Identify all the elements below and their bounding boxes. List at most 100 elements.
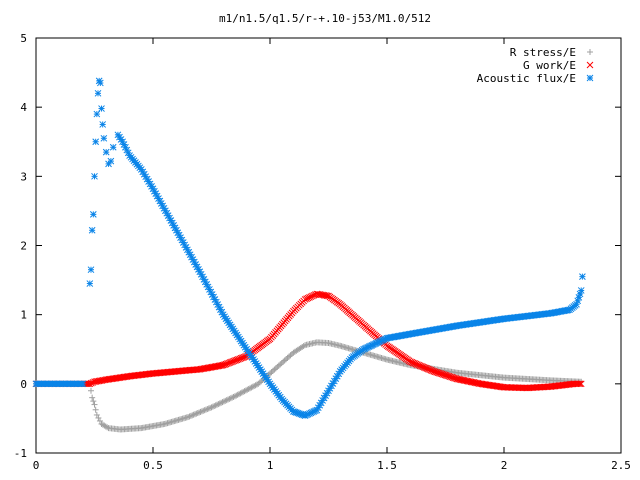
data-point [579,273,586,280]
data-point [284,354,291,361]
y-tick-label: 2 [20,240,27,253]
data-point [240,388,247,395]
data-point [245,385,252,392]
axis-ticks: 0 0.5 1 1.5 2 2.5 -1 0 1 2 3 4 5 [14,32,631,472]
data-point [222,397,229,404]
data-point [181,241,189,249]
data-point [193,410,200,417]
data-point [251,383,258,390]
data-point [79,380,87,388]
data-point [100,134,108,142]
data-point [204,406,211,413]
data-point [231,393,238,400]
data-point [107,157,115,165]
series-0 [33,339,585,433]
data-point [185,248,193,256]
data-point [267,370,273,377]
series-2 [32,77,586,420]
data-point [286,353,293,360]
data-point [283,356,290,363]
data-point [186,413,193,420]
data-point [191,411,198,418]
data-point [252,382,259,389]
data-point [194,410,201,417]
legend-label: Acoustic flux/E [477,72,576,85]
data-point [88,226,96,234]
data-point [218,399,225,406]
series-layer [32,77,586,433]
data-point [198,408,205,415]
data-point [186,251,194,259]
data-point [227,395,234,402]
data-point [244,386,251,393]
data-point [208,404,215,411]
data-point [92,406,99,413]
data-point [99,121,107,128]
data-point [207,404,214,411]
data-point [280,358,287,365]
x-tick-label: 0 [33,459,40,472]
data-point [241,388,248,395]
data-point [247,385,254,392]
chart-title: m1/n1.5/q1.5/r-+.10-j53/M1.0/512 [219,12,431,25]
data-point [217,362,224,370]
data-point [272,365,279,372]
legend-label: G work/E [523,59,576,72]
data-point [237,390,244,397]
y-tick-label: 5 [20,32,27,45]
data-point [98,105,105,112]
x-tick-label: 0.5 [143,459,163,472]
data-point [196,409,203,416]
data-point [236,391,243,398]
data-point [202,406,209,413]
data-point [189,412,196,419]
data-point [93,411,100,418]
x-tick-label: 1.5 [377,459,397,472]
data-point [89,211,97,218]
data-point [216,400,223,407]
data-point [226,395,233,402]
data-point [220,398,227,405]
data-point [93,110,101,118]
data-point [87,387,94,394]
data-point [104,424,111,431]
data-point [248,384,255,391]
legend-label: R stress/E [510,46,576,59]
data-point [187,412,194,419]
data-point [95,414,102,421]
data-point [268,369,275,376]
data-point [269,367,276,374]
y-tick-label: 0 [20,378,27,391]
data-point [96,417,103,424]
data-point [96,79,104,87]
data-point [300,343,307,350]
legend-marker [586,61,594,69]
data-point [109,143,117,151]
data-point [242,387,249,394]
data-point [94,89,102,97]
data-point [95,77,103,85]
data-point [219,399,226,406]
data-point [230,393,237,400]
data-point [89,394,96,401]
data-point [200,407,207,414]
data-point [205,405,212,412]
data-point [278,360,285,367]
data-point [211,403,218,410]
data-point [255,380,262,387]
legend-marker [587,49,593,55]
data-point [576,380,584,388]
y-tick-label: 3 [20,170,27,183]
data-point [275,362,282,369]
data-point [233,392,240,399]
data-point [92,138,100,146]
data-point [249,383,256,390]
x-tick-label: 1 [267,459,274,472]
data-point [274,363,281,370]
data-point [577,287,585,294]
data-point [215,401,222,408]
data-point [168,219,176,227]
data-point [197,408,204,415]
